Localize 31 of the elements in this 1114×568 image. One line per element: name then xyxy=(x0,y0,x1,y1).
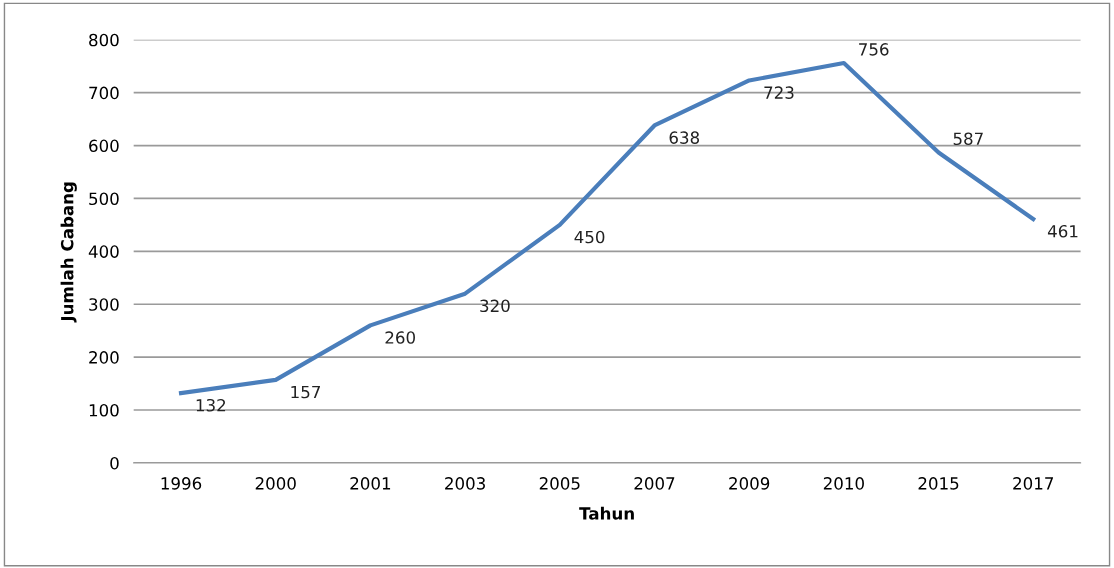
x-tick-label: 1996 xyxy=(161,477,202,490)
x-axis-title: Tahun xyxy=(579,506,634,520)
data-label: 132 xyxy=(196,398,226,412)
y-tick-label: 600 xyxy=(89,139,119,153)
data-label: 723 xyxy=(764,86,794,99)
data-label: 638 xyxy=(669,131,700,144)
y-tick-label: 0 xyxy=(110,456,119,470)
x-tick-label: 2017 xyxy=(1013,477,1054,490)
data-label: 756 xyxy=(859,43,889,56)
y-tick-label: 300 xyxy=(89,298,119,311)
y-tick-label: 200 xyxy=(89,351,119,364)
x-tick-label: 2005 xyxy=(539,477,580,490)
data-label: 587 xyxy=(953,132,983,146)
y-tick-label: 500 xyxy=(89,192,119,206)
x-tick-label: 2010 xyxy=(823,477,864,490)
x-tick-label: 2009 xyxy=(729,477,770,490)
x-tick-label: 2003 xyxy=(445,477,485,490)
x-tick-label: 2015 xyxy=(918,477,959,490)
data-label: 260 xyxy=(385,331,415,344)
x-tick-label: 2000 xyxy=(255,477,296,490)
x-tick-label: 2007 xyxy=(634,477,675,490)
y-axis-title: Jumlah Cabang xyxy=(60,182,77,323)
x-tick-label: 2001 xyxy=(350,477,391,490)
y-tick-label: 400 xyxy=(88,245,119,258)
y-tick-label: 700 xyxy=(89,86,119,100)
data-label: 320 xyxy=(480,299,510,313)
y-tick-label: 800 xyxy=(89,33,119,47)
data-label: 450 xyxy=(574,230,605,244)
y-tick-label: 100 xyxy=(89,403,119,417)
data-label: 461 xyxy=(1047,224,1078,238)
data-label: 157 xyxy=(291,385,320,399)
